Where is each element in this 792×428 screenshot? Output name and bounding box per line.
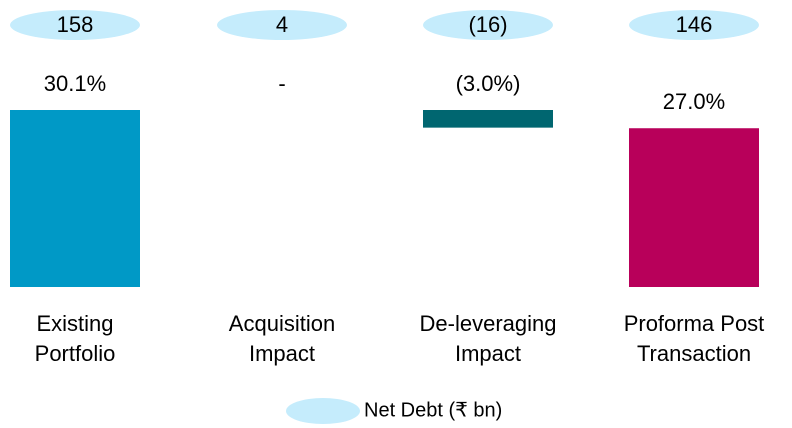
bar — [423, 110, 553, 128]
bar — [10, 110, 140, 287]
value-label: 30.1% — [44, 71, 106, 96]
value-label: 27.0% — [663, 89, 725, 114]
net-debt-bubble — [217, 10, 347, 40]
net-debt-label: 4 — [276, 12, 288, 37]
bar — [629, 128, 759, 287]
category-label: Existing — [36, 311, 113, 336]
category-label: Transaction — [637, 341, 751, 366]
category-label: Proforma Post — [624, 311, 765, 336]
net-debt-label: 146 — [676, 12, 713, 37]
category-label: De-leveraging — [420, 311, 557, 336]
net-debt-label: 158 — [57, 12, 94, 37]
value-label: - — [278, 71, 285, 96]
net-debt-label: (16) — [468, 12, 507, 37]
net-debt-bubble — [423, 10, 553, 40]
net-debt-bubble — [10, 10, 140, 40]
legend-label: Net Debt (₹ bn) — [364, 399, 502, 421]
category-label: Impact — [249, 341, 315, 366]
legend-swatch — [286, 398, 360, 424]
value-label: (3.0%) — [456, 71, 521, 96]
category-label: Portfolio — [35, 341, 116, 366]
category-label: Acquisition — [229, 311, 335, 336]
category-label: Impact — [455, 341, 521, 366]
net-debt-bubble — [629, 10, 759, 40]
